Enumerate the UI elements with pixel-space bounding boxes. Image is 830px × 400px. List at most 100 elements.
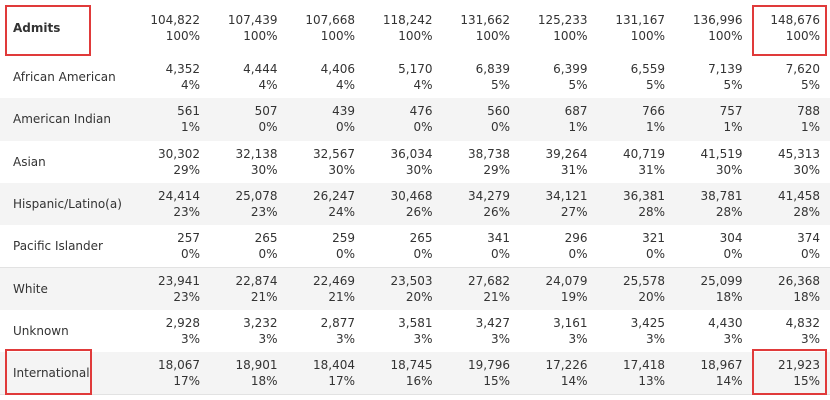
count: 107,439 xyxy=(227,13,278,27)
row-label: Pacific Islander xyxy=(13,239,103,254)
count: 3,232 xyxy=(243,315,278,330)
row-label: Hispanic/Latino(a) xyxy=(13,197,122,212)
percent: 3% xyxy=(568,331,588,346)
count: 4,832 xyxy=(785,315,820,330)
count: 26,247 xyxy=(313,189,355,204)
percent: 0% xyxy=(568,247,588,262)
count: 3,161 xyxy=(553,315,588,330)
row xyxy=(0,56,830,100)
percent: 3% xyxy=(413,331,433,346)
count: 34,121 xyxy=(545,189,588,204)
percent: 23% xyxy=(250,205,278,220)
percent: 100% xyxy=(165,29,200,43)
percent: 1% xyxy=(723,120,743,135)
count: 17,418 xyxy=(623,358,665,373)
percent: 15% xyxy=(483,374,510,389)
percent: 4% xyxy=(335,78,355,93)
row-label: Admits xyxy=(13,21,61,35)
count: 374 xyxy=(797,231,820,246)
count: 507 xyxy=(254,104,278,119)
count: 104,822 xyxy=(150,13,200,27)
percent: 27% xyxy=(560,205,588,220)
percent: 14% xyxy=(560,374,588,389)
percent: 3% xyxy=(490,331,510,346)
count: 7,620 xyxy=(785,62,820,77)
percent: 20% xyxy=(405,289,433,304)
row xyxy=(0,267,830,311)
percent: 100% xyxy=(708,29,743,43)
count: 125,233 xyxy=(537,13,588,27)
count: 265 xyxy=(409,231,433,246)
count: 131,167 xyxy=(615,13,665,27)
percent: 0% xyxy=(335,247,355,262)
percent: 4% xyxy=(413,78,433,93)
percent: 26% xyxy=(483,205,510,220)
count: 30,302 xyxy=(158,146,200,161)
percent: 100% xyxy=(320,29,355,43)
count: 148,676 xyxy=(770,13,820,27)
percent: 0% xyxy=(723,247,743,262)
count: 6,399 xyxy=(553,62,588,77)
percent: 5% xyxy=(568,78,588,93)
count: 4,444 xyxy=(243,62,278,77)
count: 23,941 xyxy=(158,273,200,288)
count: 4,406 xyxy=(320,62,355,77)
percent: 0% xyxy=(180,247,200,262)
percent: 0% xyxy=(413,120,433,135)
count: 38,738 xyxy=(468,146,510,161)
count: 36,381 xyxy=(623,189,665,204)
percent: 1% xyxy=(645,120,665,135)
percent: 21% xyxy=(328,289,355,304)
percent: 0% xyxy=(490,247,510,262)
count: 30,468 xyxy=(390,189,433,204)
count: 25,099 xyxy=(700,273,743,288)
percent: 0% xyxy=(645,247,665,262)
percent: 18% xyxy=(715,289,743,304)
count: 26,368 xyxy=(778,273,820,288)
count: 766 xyxy=(642,104,665,119)
highlight-box xyxy=(5,5,91,56)
percent: 29% xyxy=(173,162,200,177)
count: 561 xyxy=(177,104,200,119)
percent: 21% xyxy=(250,289,278,304)
count: 3,581 xyxy=(398,315,433,330)
percent: 0% xyxy=(413,247,433,262)
count: 18,067 xyxy=(158,358,200,373)
percent: 0% xyxy=(258,247,278,262)
count: 21,923 xyxy=(778,358,820,373)
count: 32,567 xyxy=(313,146,355,161)
count: 40,719 xyxy=(623,146,665,161)
percent: 5% xyxy=(800,78,820,93)
count: 6,559 xyxy=(630,62,665,77)
count: 687 xyxy=(564,104,588,119)
count: 27,682 xyxy=(468,273,510,288)
row xyxy=(0,309,830,354)
percent: 23% xyxy=(173,289,200,304)
percent: 100% xyxy=(785,29,820,43)
percent: 5% xyxy=(723,78,743,93)
count: 257 xyxy=(177,231,200,246)
count: 41,519 xyxy=(700,146,743,161)
percent: 30% xyxy=(715,162,743,177)
percent: 13% xyxy=(638,374,665,389)
row xyxy=(0,352,830,396)
percent: 20% xyxy=(638,289,665,304)
percent: 0% xyxy=(258,120,278,135)
count: 118,242 xyxy=(382,13,433,27)
percent: 100% xyxy=(475,29,510,43)
row-label: International xyxy=(13,366,90,381)
percent: 28% xyxy=(638,205,665,220)
highlight-box xyxy=(752,349,827,395)
row-label: White xyxy=(13,281,48,296)
count: 3,425 xyxy=(630,315,665,330)
row-label: Asian xyxy=(13,154,46,169)
count: 757 xyxy=(719,104,743,119)
count: 17,226 xyxy=(545,358,588,373)
row-label: African American xyxy=(13,70,116,85)
count: 24,079 xyxy=(545,273,588,288)
count: 23,503 xyxy=(390,273,433,288)
count: 439 xyxy=(332,104,355,119)
count: 107,668 xyxy=(305,13,355,27)
percent: 4% xyxy=(180,78,200,93)
